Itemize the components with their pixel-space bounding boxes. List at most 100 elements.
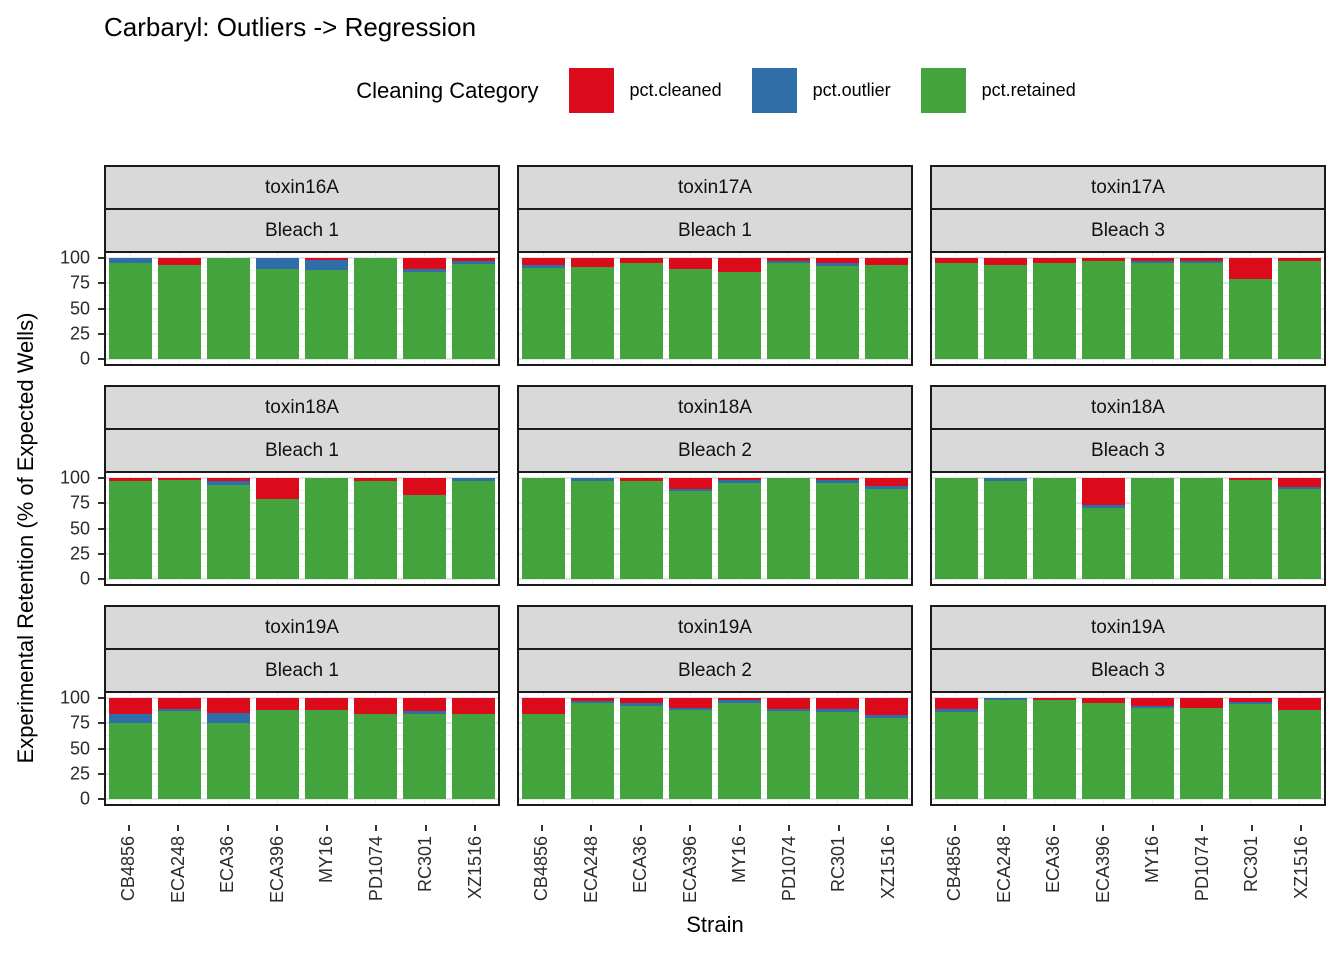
x-slot-CB4856: CB4856 xyxy=(517,825,567,927)
gridline-major xyxy=(932,502,1324,505)
stacked-bar-RC301 xyxy=(1228,478,1273,579)
segment-pct-cleaned xyxy=(157,698,202,710)
gridline-major xyxy=(519,552,911,555)
y-tick-mark xyxy=(98,552,104,555)
bar-slot-CB4856 xyxy=(932,258,981,359)
segment-pct-outlier xyxy=(1081,505,1126,509)
x-tick-mark xyxy=(1102,825,1105,831)
segment-pct-cleaned xyxy=(619,258,664,264)
facet-row-1: 100 75 50 25 0 toxin16A Bleach 1 toxin17A Bleach… xyxy=(0,165,1326,368)
gridline-minor xyxy=(932,565,1324,567)
x-slot-ECA396: ECA396 xyxy=(1079,825,1129,927)
y-tick-mark xyxy=(98,357,104,360)
segment-pct-retained xyxy=(1179,263,1224,359)
gridline-major xyxy=(106,477,498,480)
y-tick-label: 50 xyxy=(69,738,90,758)
x-tick-mark xyxy=(837,825,840,831)
segment-pct-outlier xyxy=(815,709,860,713)
legend-item-cleaned: pct.cleaned xyxy=(568,68,722,113)
y-tick-label: 25 xyxy=(69,323,90,344)
segment-pct-retained xyxy=(206,258,251,359)
segment-pct-retained xyxy=(619,706,664,799)
x-slot-RC301: RC301 xyxy=(401,825,451,927)
stacked-bar-ECA36 xyxy=(206,698,251,799)
segment-pct-cleaned xyxy=(521,698,566,715)
stacked-bar-ECA396 xyxy=(668,478,713,579)
gridline-major xyxy=(106,357,498,360)
segment-pct-outlier xyxy=(1228,702,1273,705)
bar-slot-XZ1516 xyxy=(449,698,498,799)
segment-pct-cleaned xyxy=(353,698,398,715)
segment-pct-retained xyxy=(934,478,979,579)
segment-pct-cleaned xyxy=(108,478,153,482)
segment-pct-retained xyxy=(402,714,447,799)
segment-pct-outlier xyxy=(983,698,1028,701)
y-tick-label: 75 xyxy=(69,272,90,293)
gridline-minor xyxy=(106,490,498,492)
gridline-minor xyxy=(106,760,498,762)
x-tick-label-ECA248: ECA248 xyxy=(580,836,601,904)
x-tick-mark xyxy=(540,825,543,831)
facet-panel-toxin17A-bleach-1: toxin17A Bleach 1 xyxy=(517,165,913,366)
stacked-bar-ECA36 xyxy=(619,258,664,359)
segment-pct-cleaned xyxy=(1179,698,1224,709)
segment-pct-retained xyxy=(1179,708,1224,799)
gridline-major xyxy=(106,282,498,285)
gridline-major xyxy=(106,797,498,800)
gridline-major xyxy=(106,307,498,310)
gridline-minor xyxy=(932,295,1324,297)
segment-pct-retained xyxy=(353,714,398,799)
gridline-major xyxy=(519,697,911,700)
x-slot-MY16: MY16 xyxy=(302,825,352,927)
segment-pct-cleaned xyxy=(766,258,811,262)
bar-slot-PD1074 xyxy=(764,698,813,799)
bar-slot-RC301 xyxy=(1226,698,1275,799)
x-slot-MY16: MY16 xyxy=(1128,825,1178,927)
bar-slot-PD1074 xyxy=(1177,698,1226,799)
gridline-minor xyxy=(106,735,498,737)
bar-slot-ECA396 xyxy=(253,698,302,799)
segment-pct-retained xyxy=(402,272,447,359)
gridline-major xyxy=(932,747,1324,750)
segment-pct-retained xyxy=(1081,508,1126,579)
stacked-bar-ECA36 xyxy=(1032,478,1077,579)
segment-pct-retained xyxy=(934,712,979,799)
x-slot-MY16: MY16 xyxy=(715,825,765,927)
segment-pct-retained xyxy=(864,489,909,579)
bar-slot-CB4856 xyxy=(519,258,568,359)
segment-pct-retained xyxy=(255,710,300,799)
gridline-major xyxy=(519,307,911,310)
bar-slot-RC301 xyxy=(813,478,862,579)
bar-slot-ECA248 xyxy=(981,698,1030,799)
segment-pct-cleaned xyxy=(717,258,762,273)
gridline-minor xyxy=(932,760,1324,762)
x-tick-label-CB4856: CB4856 xyxy=(118,836,139,902)
gridline-major xyxy=(519,772,911,775)
stacked-bar-ECA248 xyxy=(983,258,1028,359)
gridline-minor xyxy=(519,490,911,492)
segment-pct-cleaned xyxy=(451,698,496,715)
segment-pct-outlier xyxy=(864,715,909,719)
x-slot-PD1074: PD1074 xyxy=(352,825,402,927)
stacked-bar-RC301 xyxy=(815,698,860,799)
gridline-minor xyxy=(519,735,911,737)
bars-layer xyxy=(519,698,911,799)
gridline-major xyxy=(519,332,911,335)
gridline-minor xyxy=(519,320,911,322)
stacked-bar-CB4856 xyxy=(521,258,566,359)
segment-pct-retained xyxy=(206,485,251,579)
segment-pct-retained xyxy=(1228,480,1273,579)
stacked-bar-XZ1516 xyxy=(451,478,496,579)
plot-area xyxy=(517,471,913,586)
x-tick-label-ECA36: ECA36 xyxy=(217,836,238,894)
x-slot-XZ1516: XZ1516 xyxy=(1277,825,1327,927)
facet-panel-toxin19A-bleach-3: toxin19A Bleach 3 xyxy=(930,605,1326,806)
stacked-bar-RC301 xyxy=(815,478,860,579)
segment-pct-cleaned xyxy=(717,698,762,701)
segment-pct-cleaned xyxy=(402,258,447,270)
facet-panel-toxin19A-bleach-1: toxin19A Bleach 1 xyxy=(104,605,500,806)
x-tick-mark xyxy=(590,825,593,831)
y-tick-mark xyxy=(98,527,104,530)
stacked-bar-XZ1516 xyxy=(864,698,909,799)
x-slot-ECA36: ECA36 xyxy=(1029,825,1079,927)
